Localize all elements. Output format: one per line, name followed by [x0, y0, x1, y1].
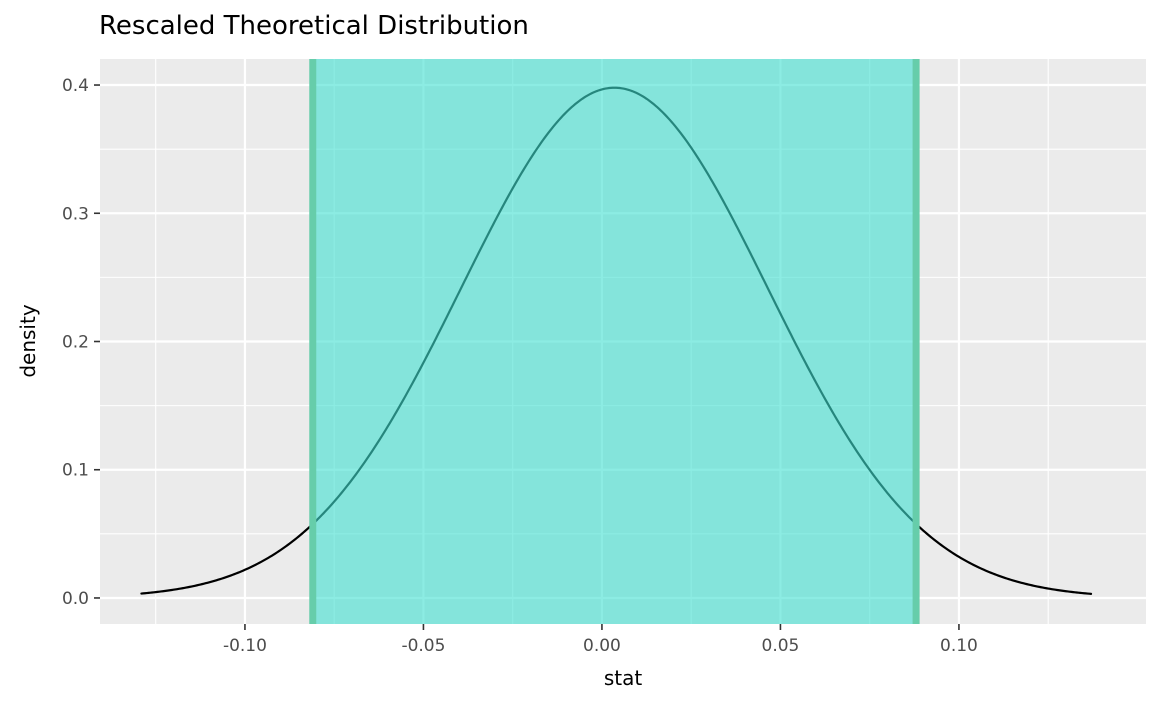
x-tick-label: 0.05	[762, 636, 800, 656]
x-tick-label: 0.10	[940, 636, 978, 656]
y-tick-label: 0.4	[62, 76, 89, 96]
plot-title: Rescaled Theoretical Distribution	[99, 11, 529, 41]
y-tick-label: 0.2	[62, 333, 89, 353]
y-tick-label: 0.3	[62, 204, 89, 224]
y-tick-label: 0.1	[62, 461, 89, 481]
x-tick-label: -0.05	[401, 636, 445, 656]
x-axis-title: stat	[603, 666, 643, 690]
confidence-interval-shade	[312, 59, 917, 624]
x-tick-label: 0.00	[583, 636, 621, 656]
y-tick-label: 0.0	[62, 589, 89, 609]
x-tick-label: -0.10	[223, 636, 267, 656]
